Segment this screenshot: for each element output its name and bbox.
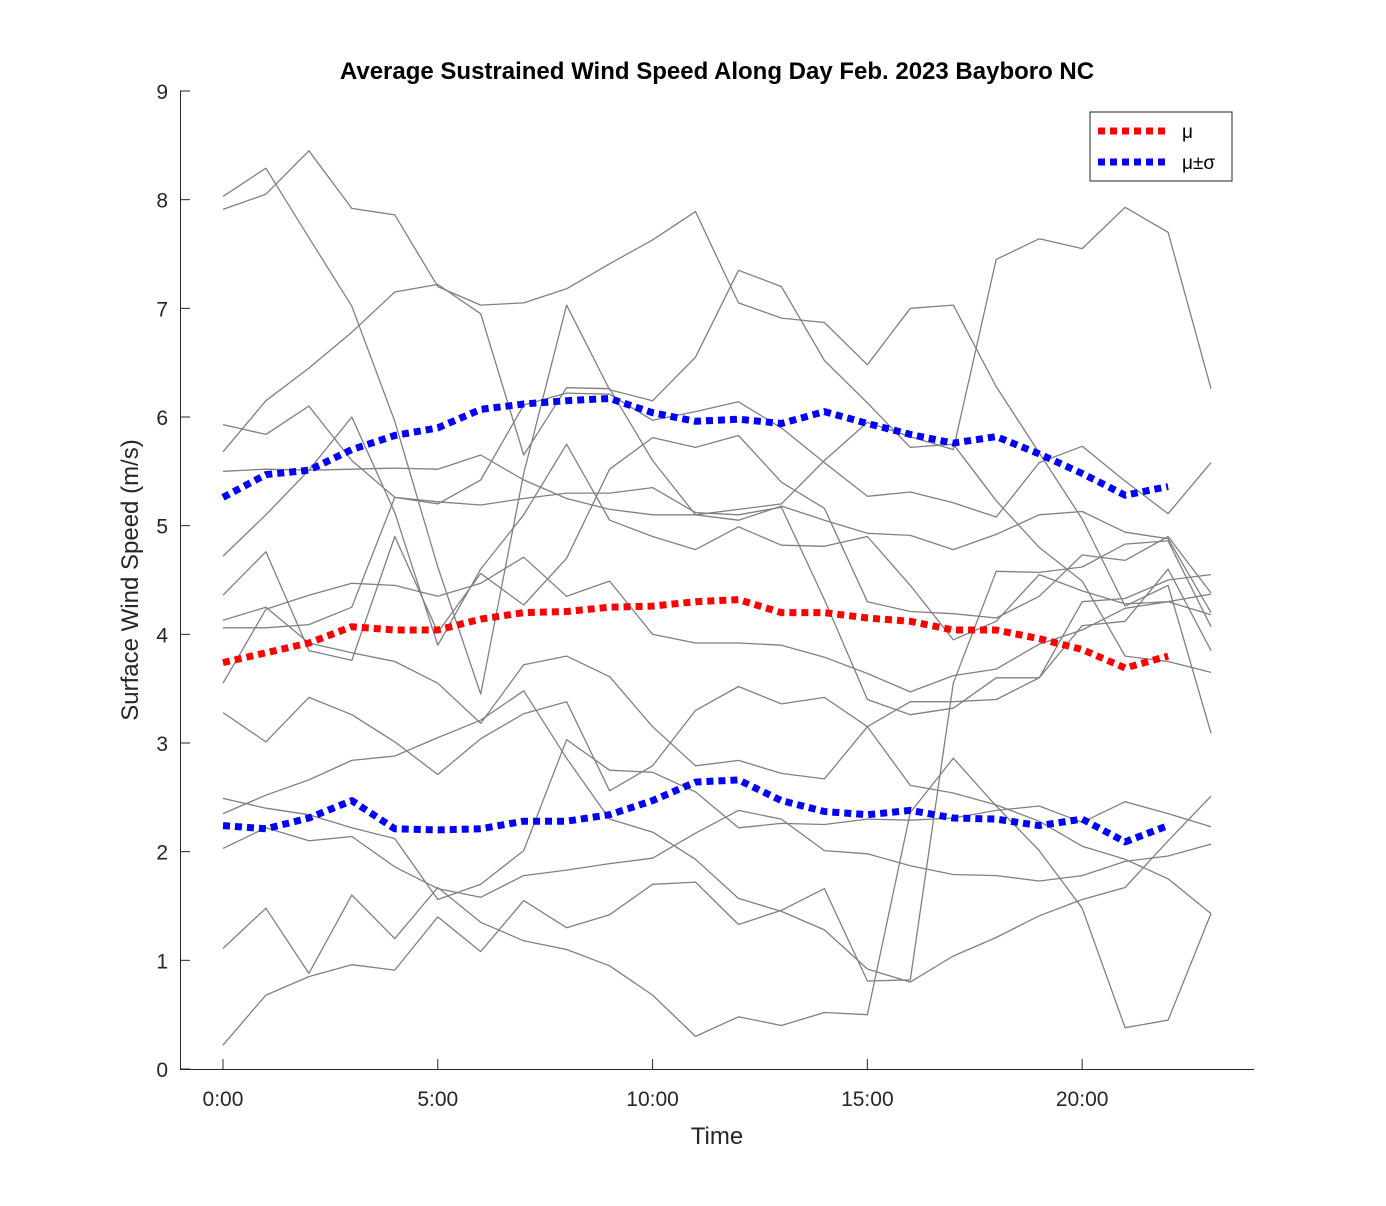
x-tick-label: 15:00 (841, 1088, 894, 1111)
mean-minus-sigma-line (222, 776, 1170, 846)
daily-series-line-4 (222, 454, 1212, 613)
y-tick-label: 8 (156, 190, 168, 213)
x-tick-label: 0:00 (203, 1088, 244, 1111)
y-tick-label: 1 (156, 950, 168, 973)
daily-series-line-2 (222, 206, 1212, 516)
legend: μ μ±σ (1089, 111, 1233, 182)
x-tick-label: 5:00 (417, 1088, 458, 1111)
daily-series-line-1 (222, 150, 1212, 734)
y-axis: 0 1 2 3 4 5 6 7 8 9 (156, 81, 190, 1082)
y-tick-label: 6 (156, 407, 168, 430)
plot-frame-bottom (180, 1069, 1254, 1070)
daily-series-line-14 (222, 757, 1212, 1038)
daily-series-line-11 (222, 739, 1212, 901)
daily-series-line-9 (222, 556, 1212, 693)
plot-area (221, 150, 1212, 1046)
legend-box (1089, 111, 1233, 182)
mean-plus-sigma-line (221, 395, 1169, 501)
daily-series-line-3 (222, 405, 1212, 716)
x-axis-label: Time (691, 1123, 743, 1150)
x-tick-label: 20:00 (1056, 1088, 1109, 1111)
y-axis-label: Surface Wind Speed (m/s) (117, 439, 144, 720)
daily-series-line-6 (222, 434, 1212, 662)
daily-series-line-13 (222, 809, 1212, 898)
daily-series-line-15 (222, 540, 1212, 1046)
daily-series-line-10 (222, 685, 1212, 915)
chart-title: Average Sustrained Wind Speed Along Day … (340, 58, 1094, 85)
y-tick-label: 0 (156, 1059, 168, 1082)
daily-series-line-5 (222, 416, 1212, 646)
x-axis: 0:00 5:00 10:00 15:00 20:00 (203, 1059, 1109, 1111)
daily-series-line-8 (222, 568, 1212, 780)
y-tick-label: 3 (156, 733, 168, 756)
y-tick-label: 4 (156, 624, 168, 647)
legend-label-band: μ±σ (1182, 153, 1215, 174)
y-tick-label: 7 (156, 298, 168, 321)
y-tick-label: 2 (156, 842, 168, 865)
plot-frame-left (180, 91, 181, 1070)
mean-line (222, 596, 1170, 672)
daily-series-line-12 (222, 690, 1212, 983)
x-tick-label: 10:00 (626, 1088, 679, 1111)
y-tick-label: 5 (156, 516, 168, 539)
daily-series-line-0 (222, 167, 1212, 695)
y-tick-label: 9 (156, 81, 168, 104)
legend-label-mean: μ (1182, 122, 1193, 143)
